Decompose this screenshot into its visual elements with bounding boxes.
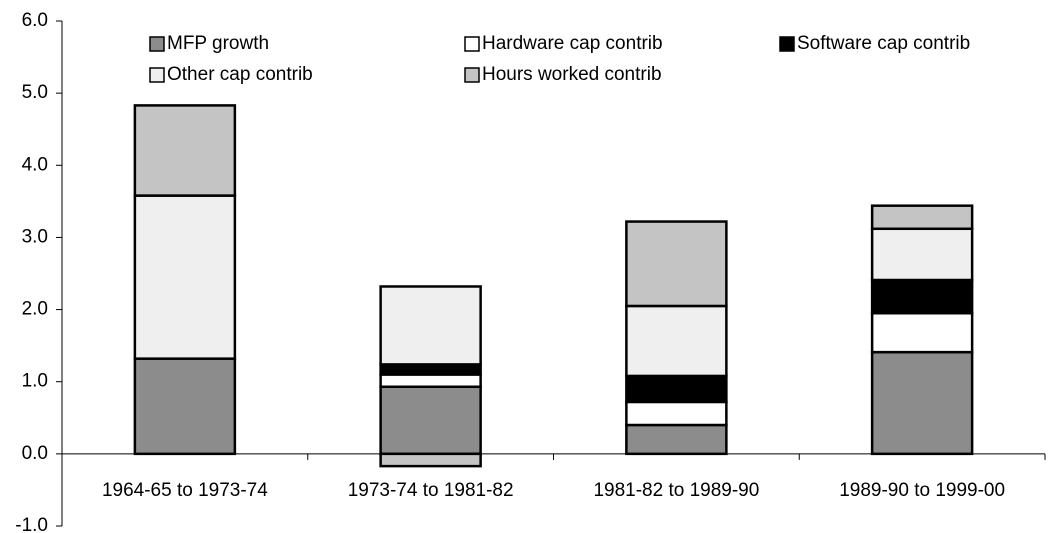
y-tick-label: 1.0: [22, 371, 48, 392]
bar-segment: [625, 374, 728, 404]
legend-swatch: [464, 67, 480, 83]
legend-swatch: [149, 36, 165, 52]
y-tick-label: 0.0: [22, 443, 48, 464]
y-tick-label: 4.0: [22, 154, 48, 175]
bar-segment: [379, 452, 482, 468]
legend-label: Hardware cap contrib: [482, 33, 663, 54]
bar-segment: [625, 400, 728, 427]
y-tick-label: 6.0: [22, 10, 48, 31]
legend-label: Other cap contrib: [167, 64, 313, 85]
y-tick-label: -1.0: [15, 515, 48, 533]
bar-segment: [870, 350, 974, 456]
bar-segment: [870, 311, 974, 354]
bar-segment: [133, 104, 237, 197]
bar-segment: [133, 357, 237, 456]
legend-swatch: [149, 67, 165, 83]
x-tick-label: 1973-74 to 1981-82: [348, 480, 514, 501]
bar-segment: [379, 373, 482, 389]
bar-segment: [379, 285, 482, 366]
legend-swatch: [779, 36, 795, 52]
y-tick-label: 2.0: [22, 299, 48, 320]
bar-segment: [625, 304, 728, 378]
bar-segment: [870, 278, 974, 315]
x-tick-label: 1964-65 to 1973-74: [102, 480, 268, 501]
legend-label: MFP growth: [167, 33, 269, 54]
bar-segment: [625, 423, 728, 456]
y-tick-label: 3.0: [22, 226, 48, 247]
bar-segment: [625, 220, 728, 308]
legend-swatch: [464, 36, 480, 52]
bar-segment: [379, 363, 482, 376]
y-tick-label: 5.0: [22, 82, 48, 103]
x-tick-label: 1981-82 to 1989-90: [593, 480, 759, 501]
legend-label: Software cap contrib: [797, 33, 970, 54]
x-tick-label: 1989-90 to 1999-00: [839, 480, 1005, 501]
bar-segment: [870, 204, 974, 231]
bar-segment: [133, 194, 237, 360]
bar-segment: [379, 385, 482, 456]
legend-label: Hours worked contrib: [482, 64, 662, 85]
bar-segment: [870, 227, 974, 282]
